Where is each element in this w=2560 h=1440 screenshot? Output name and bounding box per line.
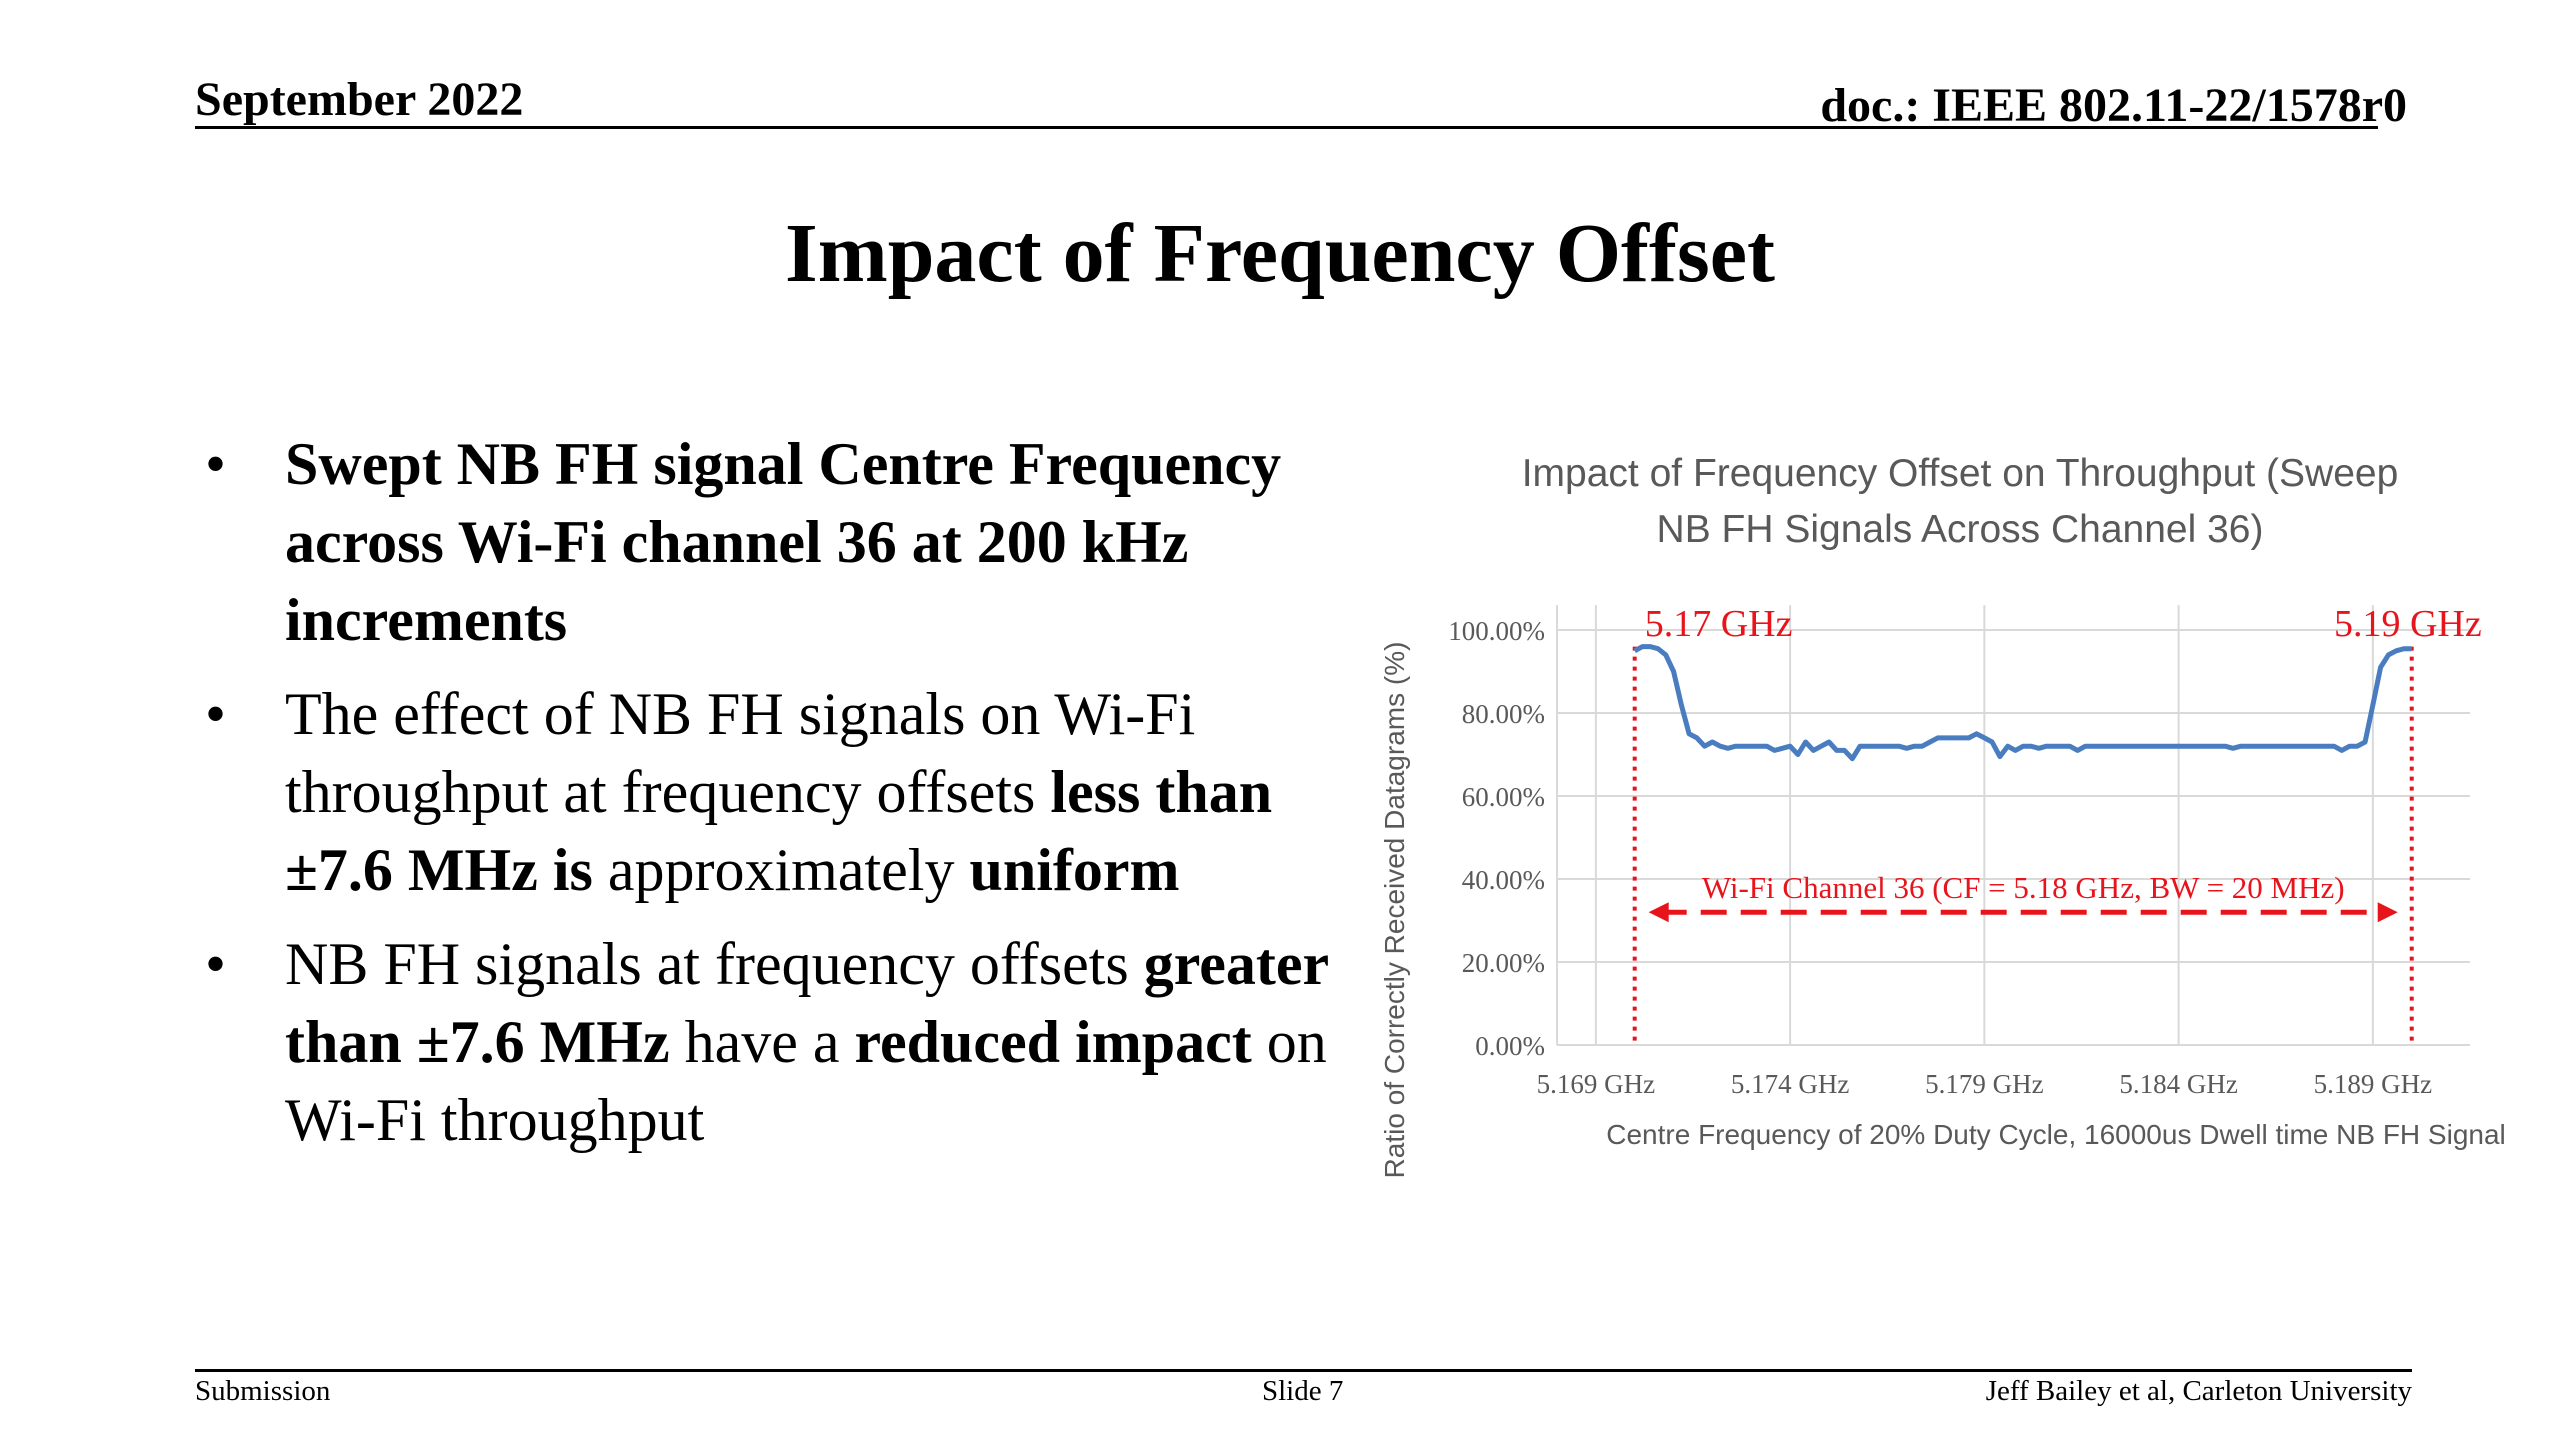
bullet-dot-icon: • xyxy=(205,681,227,747)
chart-tick-labels: 0.00% 20.00% 40.00% 60.00% 80.00% 100.00% 5.16… xyxy=(1448,616,2432,1099)
bullet-text: less than ±7.6 MHz is xyxy=(285,759,1273,903)
y-axis-label: Ratio of Correctly Received Datagrams (%… xyxy=(1379,642,1410,1179)
bullet-text: approximately xyxy=(592,837,970,903)
bullet-text: reduced impact xyxy=(854,1009,1252,1075)
y-tick-label: 100.00% xyxy=(1448,616,1545,646)
bullet-item: • NB FH signals at frequency offsets grea… xyxy=(205,925,1385,1159)
footer-rule xyxy=(195,1369,2412,1372)
bullet-text: greater than ±7.6 MHz xyxy=(285,931,1329,1075)
y-tick-label: 60.00% xyxy=(1462,782,1545,812)
x-tick-label: 5.169 GHz xyxy=(1537,1069,1655,1099)
y-tick-label: 40.00% xyxy=(1462,865,1545,895)
chart-title-line-2: NB FH Signals Across Channel 36) xyxy=(1657,508,2264,551)
x-tick-label: 5.184 GHz xyxy=(2119,1069,2237,1099)
bullet-text: have a xyxy=(669,1009,855,1075)
footer-authors: Jeff Bailey et al, Carleton University xyxy=(1985,1375,2412,1407)
y-tick-label: 80.00% xyxy=(1462,699,1545,729)
bullet-text: Swept NB FH signal Centre Frequency acro… xyxy=(285,431,1282,653)
bullet-item: • The effect of NB FH signals on Wi-Fi th… xyxy=(205,675,1385,909)
chart-grid xyxy=(1556,605,2470,1046)
bullet-dot-icon: • xyxy=(205,431,227,497)
bullet-text: uniform xyxy=(969,837,1180,903)
y-tick-label: 20.00% xyxy=(1462,948,1545,978)
series-line xyxy=(1633,644,2412,762)
bullet-dot-icon: • xyxy=(205,931,227,997)
x-tick-label: 5.189 GHz xyxy=(2314,1069,2432,1099)
bullet-list: • Swept NB FH signal Centre Frequency acr… xyxy=(205,425,1385,1175)
bullet-text: on Wi-Fi throughput xyxy=(285,1009,1327,1153)
header-date: September 2022 xyxy=(195,73,524,126)
chart-title-line-1: Impact of Frequency Offset on Throughput… xyxy=(1522,452,2399,495)
header-doc-id: doc.: IEEE 802.11-22/1578r0 xyxy=(1820,79,2407,132)
arrow-left-icon xyxy=(1648,902,1669,923)
bullet-text: The effect of NB FH signals on Wi-Fi thr… xyxy=(285,681,1196,825)
bullet-item: • Swept NB FH signal Centre Frequency acr… xyxy=(205,425,1385,659)
x-tick-label: 5.174 GHz xyxy=(1731,1069,1849,1099)
footer-submission: Submission xyxy=(195,1375,331,1407)
chart-markers: 5.17 GHz 5.19 GHz Wi-Fi Channel 36 (CF = 5… xyxy=(1632,603,2482,1045)
x-axis-label: Centre Frequency of 20% Duty Cycle, 1600… xyxy=(1606,1119,2506,1150)
left-marker-label: 5.17 GHz xyxy=(1645,603,1793,645)
bullet-text: NB FH signals at frequency offsets xyxy=(285,931,1144,997)
header-rule xyxy=(195,126,2378,129)
y-tick-label: 0.00% xyxy=(1475,1031,1545,1061)
right-marker-label: 5.19 GHz xyxy=(2334,603,2482,645)
footer-slide-number: Slide 7 xyxy=(1262,1375,1344,1407)
arrow-right-icon xyxy=(2377,902,2398,923)
channel-label: Wi-Fi Channel 36 (CF = 5.18 GHz, BW = 20… xyxy=(1702,870,2345,905)
slide-title: Impact of Frequency Offset xyxy=(785,207,1775,300)
x-tick-label: 5.179 GHz xyxy=(1925,1069,2043,1099)
